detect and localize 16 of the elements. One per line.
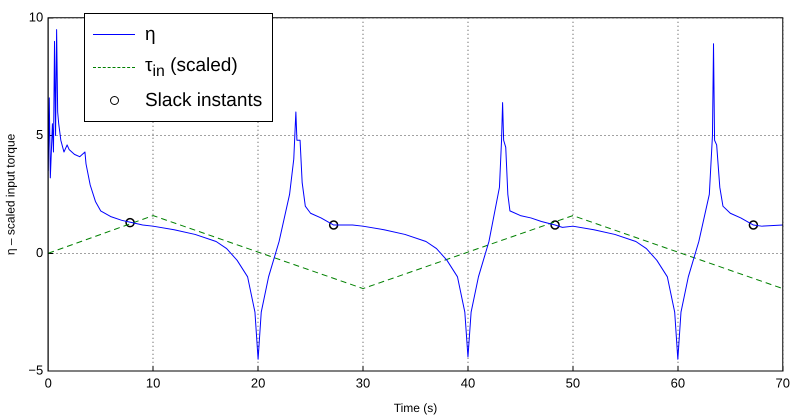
legend-label: η: [145, 24, 156, 46]
y-tick-label: −5: [28, 362, 44, 378]
legend-label: τ$_{in}$ (scaled): [145, 54, 238, 80]
y-tick-label: 5: [36, 127, 44, 142]
x-tick-label: 70: [776, 375, 790, 390]
legend-label: Slack instants: [145, 90, 262, 112]
x-axis-title: Time (s): [394, 401, 438, 416]
y-axis-title: η – scaled input torque: [4, 133, 18, 256]
y-tick-label: 0: [36, 244, 44, 260]
x-tick-label: 50: [566, 375, 580, 390]
x-tick-label: 60: [670, 375, 686, 390]
x-tick-label: 30: [356, 375, 370, 390]
x-tick-label: 20: [250, 375, 266, 390]
x-tick-label: 10: [146, 375, 160, 390]
y-tick-label: 10: [28, 9, 44, 24]
x-tick-label: 40: [460, 375, 476, 390]
